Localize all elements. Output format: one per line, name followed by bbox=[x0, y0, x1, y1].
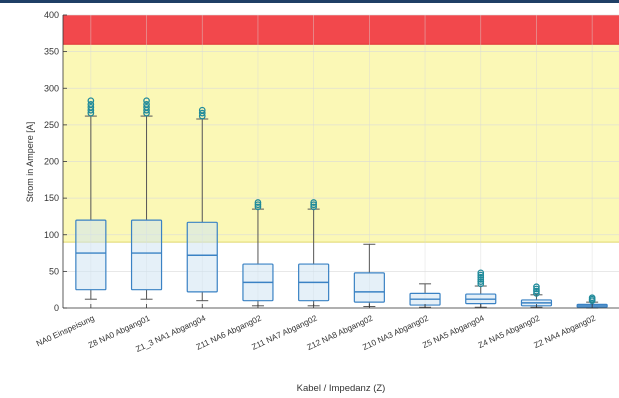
outlier-point bbox=[198, 109, 206, 117]
outlier-point bbox=[533, 289, 540, 297]
band-0 bbox=[63, 44, 619, 243]
x-tick-label: Z5 NA5 Abgang04 bbox=[421, 313, 486, 350]
box-2 bbox=[186, 106, 218, 302]
box-iqr bbox=[186, 221, 218, 293]
box-6 bbox=[409, 283, 441, 308]
y-tick-labels: 0 50 100 150 200 250 300 350 400 bbox=[44, 10, 59, 313]
box-iqr bbox=[130, 219, 163, 291]
outlier-point bbox=[143, 97, 150, 105]
outlier-point bbox=[533, 285, 540, 293]
y-tick-label: 0 bbox=[54, 303, 59, 313]
outlier-point bbox=[533, 287, 540, 295]
outlier-point bbox=[87, 101, 95, 108]
outlier-point bbox=[477, 280, 485, 288]
outlier-point bbox=[477, 278, 485, 285]
y-tick-label: 350 bbox=[44, 47, 59, 57]
y-tick-label: 250 bbox=[44, 120, 59, 130]
outlier-point bbox=[254, 199, 262, 206]
outlier-point bbox=[310, 199, 317, 206]
outlier-point bbox=[477, 269, 485, 277]
outlier-point bbox=[143, 101, 150, 108]
outlier-point bbox=[254, 201, 262, 209]
x-axis-label: Kabel / Impedanz (Z) bbox=[297, 383, 386, 394]
outlier-point bbox=[143, 103, 150, 111]
y-tick-label: 100 bbox=[44, 230, 59, 240]
outlier-point bbox=[588, 294, 596, 302]
outlier-point bbox=[533, 283, 540, 291]
outlier-point bbox=[310, 203, 317, 211]
box-0 bbox=[75, 97, 107, 300]
y-tick-label: 50 bbox=[49, 266, 59, 276]
box-iqr bbox=[353, 272, 385, 303]
box-3 bbox=[242, 199, 274, 307]
box-5 bbox=[353, 243, 385, 308]
threshold-bands bbox=[63, 15, 619, 243]
x-tick-label: Z2 NA4 Abgang02 bbox=[533, 313, 598, 350]
x-tick-label: Z4 NA5 Abgang02 bbox=[477, 313, 542, 350]
box-7 bbox=[465, 269, 497, 308]
box-iqr bbox=[75, 219, 107, 291]
box-1 bbox=[130, 97, 163, 300]
band-1 bbox=[63, 15, 619, 45]
outlier-point bbox=[87, 103, 95, 111]
boxplot-series bbox=[75, 97, 608, 309]
y-tick-label: 400 bbox=[44, 10, 59, 20]
top-border bbox=[0, 0, 619, 3]
outlier-point bbox=[87, 97, 95, 105]
y-tick-label: 300 bbox=[44, 83, 59, 93]
y-axis-label: Strom in Ampere [A] bbox=[25, 122, 35, 203]
outlier-point bbox=[198, 106, 206, 114]
outlier-point bbox=[254, 203, 262, 211]
outlier-point bbox=[477, 276, 485, 283]
grid-lines bbox=[63, 14, 619, 309]
outlier-point bbox=[477, 273, 485, 281]
outlier-point bbox=[310, 201, 317, 209]
y-tick-label: 150 bbox=[44, 193, 59, 203]
axes bbox=[62, 14, 619, 309]
y-tick-label: 200 bbox=[44, 157, 59, 167]
outlier-point bbox=[477, 271, 485, 279]
